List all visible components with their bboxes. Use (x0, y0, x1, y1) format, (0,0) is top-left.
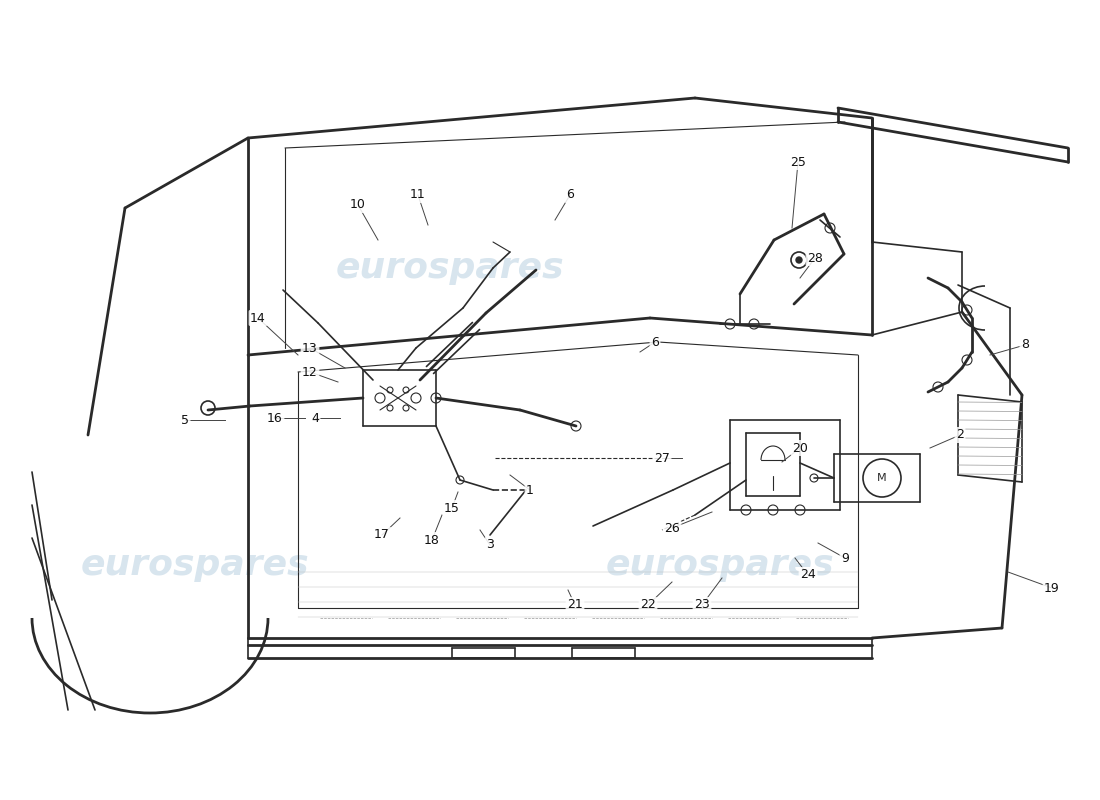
Text: 8: 8 (1021, 338, 1028, 351)
Text: 26: 26 (664, 522, 680, 534)
Text: 11: 11 (410, 189, 426, 202)
Text: 23: 23 (694, 598, 710, 611)
Text: 28: 28 (807, 251, 823, 265)
Text: 19: 19 (1044, 582, 1060, 594)
Text: M: M (877, 473, 887, 483)
Text: 3: 3 (486, 538, 494, 551)
Text: 5: 5 (182, 414, 189, 426)
Text: 9: 9 (842, 551, 849, 565)
Text: 16: 16 (267, 411, 283, 425)
Text: 1: 1 (526, 483, 534, 497)
Text: 12: 12 (302, 366, 318, 378)
Text: 13: 13 (302, 342, 318, 354)
Text: 14: 14 (250, 311, 266, 325)
Text: 15: 15 (444, 502, 460, 514)
Text: 6: 6 (651, 335, 659, 349)
Text: 27: 27 (654, 451, 670, 465)
Text: eurospares: eurospares (606, 548, 834, 582)
Text: 10: 10 (350, 198, 366, 211)
Text: 21: 21 (568, 598, 583, 611)
Text: 20: 20 (792, 442, 807, 454)
Text: 24: 24 (800, 569, 816, 582)
Text: 17: 17 (374, 529, 389, 542)
Text: 4: 4 (311, 411, 319, 425)
Text: 18: 18 (425, 534, 440, 546)
Text: eurospares: eurospares (80, 548, 309, 582)
Text: 2: 2 (956, 429, 964, 442)
Text: eurospares: eurospares (336, 251, 564, 285)
Circle shape (796, 257, 802, 263)
Text: 25: 25 (790, 155, 806, 169)
Text: 6: 6 (566, 189, 574, 202)
Text: 22: 22 (640, 598, 656, 611)
